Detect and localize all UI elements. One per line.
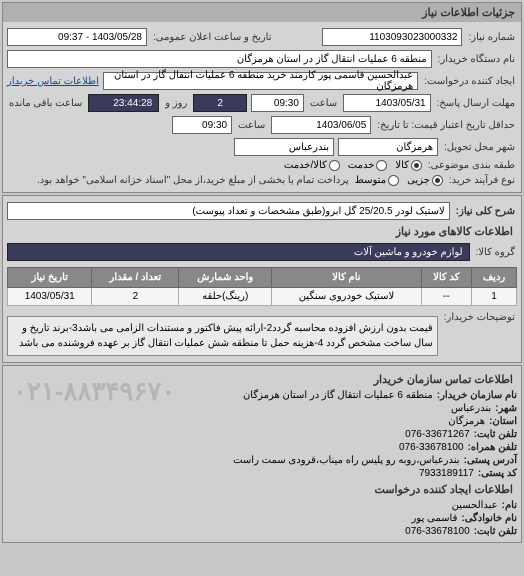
radio-khedmat[interactable]: خدمت (348, 160, 388, 171)
remain-days-field: 2 (193, 94, 247, 112)
fax-label: تلفن همراه: (468, 442, 517, 453)
contact-panel: ۰۲۱-۸۸۳۴۹۶۷۰ اطلاعات تماس سازمان خریدار … (2, 365, 522, 543)
postcode-value: 7933189117 (419, 468, 474, 479)
postal-value: بندرعباس،روبه رو پلیس راه میناب،قرودی سم… (233, 455, 459, 466)
name-label: نام: (502, 500, 517, 511)
category-label: طبقه بندی موضوعی: (426, 160, 517, 171)
deadline-date-field: 1403/05/31 (343, 94, 430, 112)
radio-label: متوسط (355, 175, 386, 186)
time-label-2: ساعت (236, 120, 267, 131)
radio-jozi[interactable]: جزیی (407, 175, 443, 186)
cell-row: 1 (472, 288, 517, 306)
group-field: لوازم خودرو و ماشین آلات (7, 243, 470, 261)
need-items-panel: شرح کلی نیاز: لاستیک لودر 25/20.5 گل ابر… (2, 195, 522, 363)
cphone-value: 076-33678100 (405, 526, 470, 537)
validity-label: حداقل تاریخ اعتبار قیمت: تا تاریخ: (375, 120, 517, 131)
announce-label: تاریخ و ساعت اعلان عمومی: (151, 32, 318, 43)
radio-label: خدمت (348, 160, 375, 171)
cell-qty: 2 (92, 288, 179, 306)
radio-icon (329, 160, 340, 171)
radio-label: جزیی (407, 175, 430, 186)
postal-label: آدرس پستی: (464, 455, 517, 466)
col-unit: واحد شمارش (179, 268, 272, 288)
radio-icon (388, 175, 399, 186)
creator-label: ایجاد کننده درخواست: (422, 76, 517, 87)
payment-radio-group: جزیی متوسط (355, 175, 443, 186)
need-title-label: شرح کلی نیاز: (454, 206, 517, 217)
radio-icon (432, 175, 443, 186)
province-label: استان: (489, 416, 517, 427)
cell-name: لاستیک خودروی سنگین (272, 288, 421, 306)
creator-field: عبدالحسین قاسمی پور کارمند خرید منطقه 6 … (103, 72, 418, 90)
col-code: کد کالا (421, 268, 471, 288)
family-value: قاسمی پور (411, 513, 457, 524)
city-value: بندرعباس (451, 403, 491, 414)
radio-icon (376, 160, 387, 171)
fax-value: 076-33678100 (399, 442, 464, 453)
contact-link[interactable]: اطلاعات تماس خریدار (7, 76, 99, 87)
col-name: نام کالا (272, 268, 421, 288)
contact-header: اطلاعات تماس سازمان خریدار (7, 370, 517, 389)
need-title-field: لاستیک لودر 25/20.5 گل ابرو(طبق مشخصات و… (7, 202, 450, 220)
panel-header: جزئیات اطلاعات نیاز (3, 3, 521, 22)
announce-field: 1403/05/28 - 09:37 (7, 28, 147, 46)
col-qty: تعداد / مقدار (92, 268, 179, 288)
remain-label: ساعت باقی مانده (7, 98, 84, 109)
remain-days-label: روز و (163, 98, 189, 109)
city-label: شهر: (495, 403, 517, 414)
validity-date-field: 1403/06/05 (271, 116, 371, 134)
deadline-label: مهلت ارسال پاسخ: (435, 98, 517, 109)
table-row[interactable]: 1 -- لاستیک خودروی سنگین (رینگ)حلقه 2 14… (8, 288, 517, 306)
items-header: اطلاعات کالاهای مورد نیاز (7, 222, 517, 241)
time-label-1: ساعت (308, 98, 339, 109)
phone-label: تلفن ثابت: (474, 429, 517, 440)
phone-value: 076-33671267 (405, 429, 470, 440)
province-value: هرمزگان (448, 416, 485, 427)
city-label: شهر محل تحویل: (442, 142, 517, 153)
table-header-row: ردیف کد کالا نام کالا واحد شمارش تعداد /… (8, 268, 517, 288)
col-row: ردیف (472, 268, 517, 288)
buyer-org-field: منطقه 6 عملیات انتقال گاز در استان هرمزگ… (7, 50, 432, 68)
radio-kala-khedmat[interactable]: کالا/خدمت (284, 160, 340, 171)
buyer-org-label: نام دستگاه خریدار: (436, 54, 517, 65)
postcode-label: کد پستی: (478, 468, 517, 479)
desc-label: توضیحات خریدار: (442, 312, 517, 323)
creator-header: اطلاعات ایجاد کننده درخواست (7, 480, 517, 499)
items-table: ردیف کد کالا نام کالا واحد شمارش تعداد /… (7, 267, 517, 306)
province-field: هرمزگان (338, 138, 438, 156)
cell-unit: (رینگ)حلقه (179, 288, 272, 306)
group-label: گروه کالا: (474, 247, 517, 258)
radio-icon (411, 160, 422, 171)
radio-kala[interactable]: کالا (395, 160, 422, 171)
org-value: منطقه 6 عملیات انتقال گاز در استان هرمزگ… (243, 390, 433, 401)
name-value: عبدالحسین (452, 500, 498, 511)
payment-note: پرداخت تمام یا بخشی از مبلغ خرید،از محل … (7, 175, 351, 186)
radio-label: کالا/خدمت (284, 160, 327, 171)
payment-label: نوع فرآیند خرید: (447, 175, 517, 186)
cell-code: -- (421, 288, 471, 306)
deadline-time-field: 09:30 (251, 94, 304, 112)
col-date: تاریخ نیاز (8, 268, 92, 288)
radio-label: کالا (395, 160, 409, 171)
family-label: نام خانوادگی: (461, 513, 517, 524)
cell-date: 1403/05/31 (8, 288, 92, 306)
cphone-label: تلفن ثابت: (474, 526, 517, 537)
need-details-panel: جزئیات اطلاعات نیاز شماره نیاز: 11030930… (2, 2, 522, 193)
need-no-label: شماره نیاز: (466, 32, 517, 43)
category-radio-group: کالا خدمت کالا/خدمت (284, 160, 422, 171)
remain-time-field: 23:44:28 (88, 94, 159, 112)
validity-time-field: 09:30 (172, 116, 232, 134)
desc-box: قیمت بدون ارزش افزوده محاسبه گردد2-ارائه… (7, 316, 438, 356)
org-label: نام سازمان خریدار: (437, 390, 517, 401)
need-no-field: 1103093023000332 (322, 28, 462, 46)
radio-motavaset[interactable]: متوسط (355, 175, 399, 186)
city-field: بندرعباس (234, 138, 334, 156)
